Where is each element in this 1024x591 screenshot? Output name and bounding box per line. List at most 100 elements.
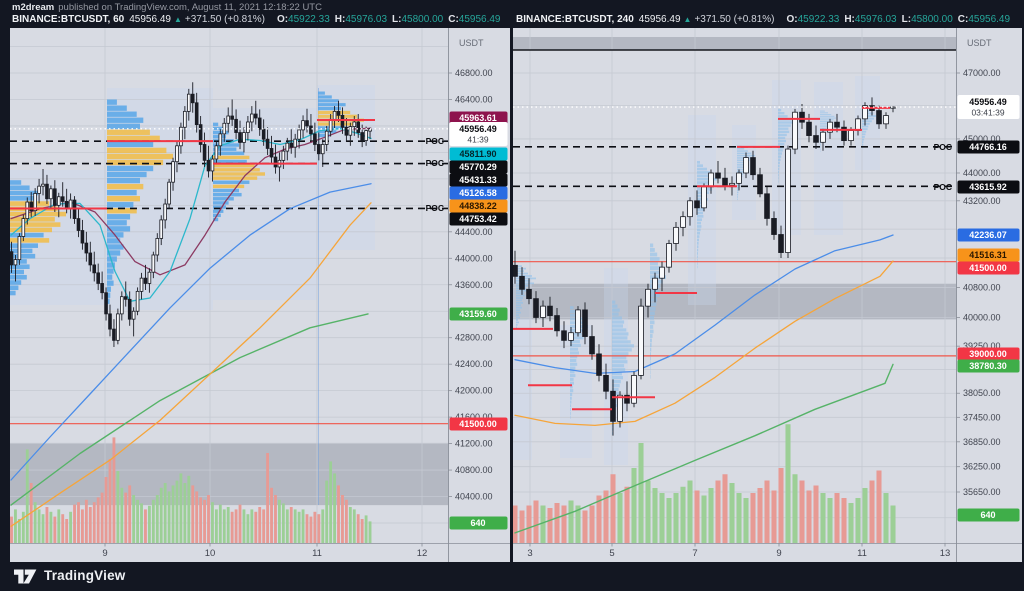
countdown: 03:41:39 xyxy=(971,108,1004,118)
svg-text:43615.92: 43615.92 xyxy=(969,182,1007,192)
poc-label: POC xyxy=(426,203,444,213)
high-value: 45976.03 xyxy=(854,14,897,25)
price-zone xyxy=(10,442,448,506)
axis-currency-label: USDT xyxy=(459,38,484,48)
price-badge: 41500.00 xyxy=(449,417,508,431)
svg-text:45126.58: 45126.58 xyxy=(459,188,497,198)
author-username[interactable]: m2dream xyxy=(12,2,55,13)
svg-text:41500.00: 41500.00 xyxy=(459,419,497,429)
right-chart-plot-area[interactable] xyxy=(512,28,956,543)
moving-average-line xyxy=(10,202,372,527)
price-badge: 640 xyxy=(449,516,508,530)
time-tick-label: 11 xyxy=(312,548,322,559)
left-chart-plot-area[interactable] xyxy=(10,28,448,543)
price-tick-label: 45000.00 xyxy=(963,134,1001,144)
price-tick-label: 42400.00 xyxy=(455,359,493,369)
moving-average-line xyxy=(10,313,369,506)
price-badge: 45770.29 xyxy=(449,160,508,174)
price-tick-label: 41200.00 xyxy=(455,439,493,449)
right-chart-price-axis[interactable]: USDT 47000.00 45000.00 44000.00 43200.00 4080… xyxy=(934,28,1020,562)
axis-currency-label: USDT xyxy=(967,38,992,48)
left-symbol-label[interactable]: BINANCE:BTCUSDT, 60 xyxy=(12,14,125,25)
poc-label: POC xyxy=(426,136,444,146)
svg-text:44766.16: 44766.16 xyxy=(969,142,1007,152)
time-tick-label: 7 xyxy=(692,548,697,559)
volume-profile xyxy=(107,99,173,304)
session-highlight xyxy=(513,275,532,460)
moving-average-line xyxy=(514,260,894,427)
right-chart-volume-bars xyxy=(513,424,896,543)
time-tick-label: 10 xyxy=(205,548,216,559)
moving-average-line xyxy=(514,234,894,375)
svg-text:44753.42: 44753.42 xyxy=(459,214,497,224)
publish-meta: published on TradingView.com, August 11,… xyxy=(58,2,322,13)
svg-text:45811.90: 45811.90 xyxy=(459,149,496,159)
right-symbol-label[interactable]: BINANCE:BTCUSDT, 240 xyxy=(516,14,634,25)
svg-text:45963.61: 45963.61 xyxy=(459,113,497,123)
price-tick-label: 35650.00 xyxy=(963,487,1001,497)
price-tick-label: 40800.00 xyxy=(455,465,493,475)
price-badge: 44766.16 xyxy=(957,140,1020,154)
svg-text:38780.30: 38780.30 xyxy=(969,361,1007,371)
price-badge: 41516.31 xyxy=(957,248,1020,262)
svg-text:41500.00: 41500.00 xyxy=(969,263,1007,273)
poc-label: POC xyxy=(934,142,952,152)
svg-text:45770.29: 45770.29 xyxy=(459,162,497,172)
price-tick-label: 40400.00 xyxy=(455,492,493,502)
tradingview-logo-text: TradingView xyxy=(44,568,126,583)
left-chart-candles xyxy=(10,82,372,347)
price-tick-label: 38050.00 xyxy=(963,388,1001,398)
time-tick-label: 5 xyxy=(609,548,614,559)
right-chart-pane: USDT 47000.00 45000.00 44000.00 43200.00 4080… xyxy=(512,28,1022,562)
open-value: 45922.33 xyxy=(288,14,330,25)
right-last-price: 45956.49 xyxy=(638,14,681,25)
moving-average-line xyxy=(10,127,372,302)
left-last-price: 45956.49 xyxy=(129,14,171,25)
low-value: 45800.00 xyxy=(911,14,953,25)
time-tick-label: 9 xyxy=(776,548,781,559)
close-value: 45956.49 xyxy=(458,14,501,25)
price-tick-label: 47000.00 xyxy=(963,68,1001,78)
time-tick-label: 13 xyxy=(940,548,951,559)
price-tick-label: 46400.00 xyxy=(455,94,493,104)
svg-text:640: 640 xyxy=(470,518,485,528)
left-chart-time-axis[interactable]: 9 10 11 12 xyxy=(10,543,510,559)
price-tick-label: 40000.00 xyxy=(963,312,1001,322)
left-chart-price-axis[interactable]: USDT 46800.00 46400.00 44400.00 44000.00 4360… xyxy=(426,28,508,562)
price-tick-label: 44000.00 xyxy=(455,253,493,263)
price-zone xyxy=(513,37,956,50)
tradingview-logo-icon xyxy=(14,569,37,584)
close-label: C: xyxy=(448,14,459,25)
price-badge: 43615.92 xyxy=(957,180,1020,194)
left-change: +371.50 (+0.81%) xyxy=(184,14,265,25)
low-label: L: xyxy=(392,14,402,25)
price-tick-label: 46800.00 xyxy=(455,68,493,78)
time-tick-label: 3 xyxy=(527,548,532,559)
left-chart-legend: BINANCE:BTCUSDT, 60 45956.49 ▲ +371.50 (+0.… xyxy=(12,14,501,25)
poc-label: POC xyxy=(934,182,952,192)
up-arrow-icon: ▲ xyxy=(683,15,692,24)
svg-text:45956.49: 45956.49 xyxy=(459,124,497,134)
price-badge: 43159.60 xyxy=(449,307,508,321)
close-value: 45956.49 xyxy=(968,14,1011,25)
tradingview-logo[interactable]: TradingView xyxy=(14,567,125,584)
countdown: 41:39 xyxy=(467,135,489,145)
high-label: H: xyxy=(334,14,346,25)
right-chart-legend: BINANCE:BTCUSDT, 240 45956.49 ▲ +371.50 (+0… xyxy=(516,14,1010,25)
svg-text:39000.00: 39000.00 xyxy=(969,349,1007,359)
session-highlight xyxy=(814,82,843,235)
right-chart-time-axis[interactable]: 3 5 7 9 11 13 xyxy=(513,543,1022,559)
up-arrow-icon: ▲ xyxy=(173,15,182,24)
price-tick-label: 40800.00 xyxy=(963,282,1001,292)
price-tick-label: 36850.00 xyxy=(963,437,1001,447)
svg-text:640: 640 xyxy=(980,510,995,520)
open-value: 45922.33 xyxy=(797,14,840,25)
low-value: 45800.00 xyxy=(401,14,444,25)
poc-label: POC xyxy=(426,158,444,168)
moving-average-line xyxy=(10,183,372,481)
time-tick-label: 9 xyxy=(102,548,107,559)
